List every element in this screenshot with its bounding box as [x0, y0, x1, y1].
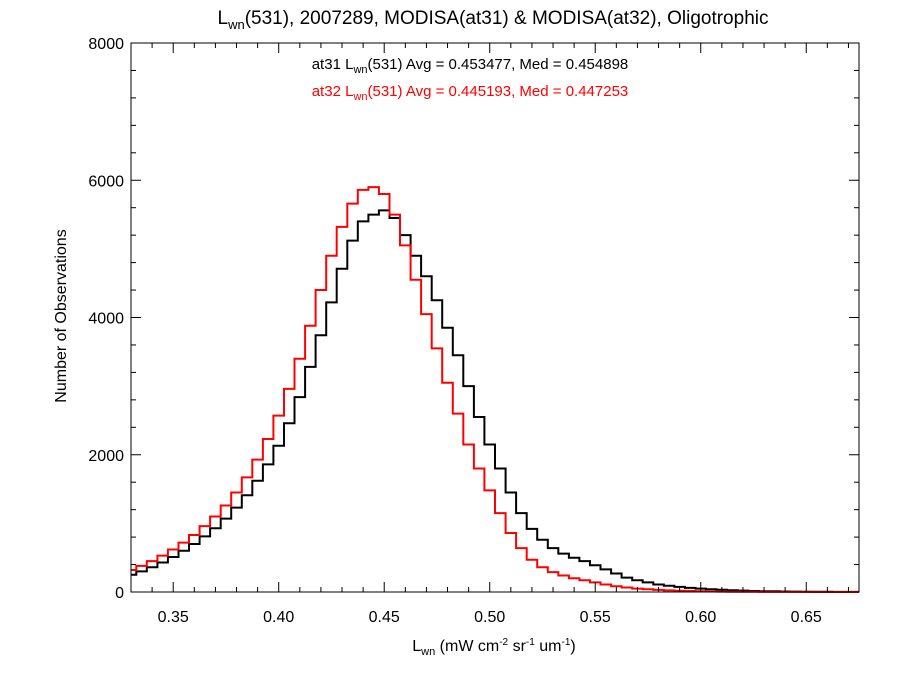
x-tick-label: 0.35	[158, 609, 189, 626]
series-line-at32	[131, 186, 859, 593]
x-tick-label: 0.65	[791, 609, 822, 626]
y-tick-label: 4000	[88, 311, 124, 328]
x-label-part-6: -1	[526, 637, 535, 648]
y-tick-label: 0	[115, 585, 124, 602]
x-label-part-2: wn	[420, 646, 435, 658]
x-label-part-3: (mW cm	[435, 638, 499, 655]
legend-at32-stats: (531) Avg = 0.445193, Med = 0.447253	[368, 83, 629, 100]
x-tick-label: 0.60	[685, 609, 716, 626]
plot-layer	[131, 186, 859, 593]
x-tick-label: 0.40	[263, 609, 294, 626]
legend-at31-prefix: at31 L	[312, 56, 354, 73]
x-label-part-4: -2	[499, 637, 508, 648]
x-axis-label: Lwn (mW cm-2 sr-1 um-1)	[412, 637, 575, 658]
y-tick-label: 6000	[88, 173, 124, 190]
x-tick-label: 0.45	[369, 609, 400, 626]
x-label-part-8: -1	[561, 637, 570, 648]
x-label-part-9: )	[570, 638, 575, 655]
x-label-part-5: sr	[508, 638, 526, 655]
chart-title: Lwn(531), 2007289, MODISA(at31) & MODISA…	[218, 8, 769, 32]
chart-title-main: L	[218, 8, 229, 29]
series-line-at31	[131, 209, 859, 593]
chart-title-subscript: wn	[227, 17, 245, 32]
chart-title-rest: (531), 2007289, MODISA(at31) & MODISA(at…	[245, 8, 769, 29]
legend-at31-subscript: wn	[352, 64, 367, 76]
legend: at31 Lwn(531) Avg = 0.453477, Med = 0.45…	[312, 56, 629, 103]
x-tick-label: 0.55	[580, 609, 611, 626]
legend-entry-at31: at31 Lwn(531) Avg = 0.453477, Med = 0.45…	[312, 56, 629, 76]
x-label-part-7: um	[535, 638, 562, 655]
legend-at32-subscript: wn	[352, 91, 367, 103]
y-tick-label: 8000	[88, 36, 124, 53]
legend-entry-at32: at32 Lwn(531) Avg = 0.445193, Med = 0.44…	[312, 83, 629, 103]
legend-at32-prefix: at32 L	[312, 83, 354, 100]
x-label-part-1: L	[412, 638, 421, 655]
legend-at31-stats: (531) Avg = 0.453477, Med = 0.454898	[368, 56, 629, 73]
x-tick-label: 0.50	[474, 609, 505, 626]
axis-layer: 0 2000 4000 6000 8000 0.35 0.40 0.45 0.50 0.55 0.6…	[88, 36, 860, 626]
y-axis-label: Number of Observations	[53, 229, 70, 402]
y-tick-label: 2000	[88, 448, 124, 465]
